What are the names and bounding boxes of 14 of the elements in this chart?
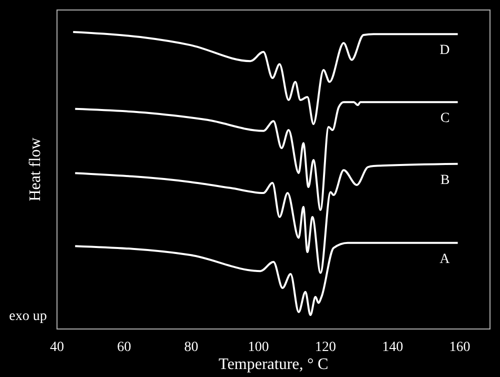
- x-tick-label: 160: [449, 340, 470, 355]
- y-axis-title: Heat flow: [27, 137, 44, 202]
- text: exo up: [9, 309, 47, 324]
- series-label: D: [440, 43, 450, 58]
- x-tick-label: 80: [184, 340, 198, 355]
- x-tick-label: 140: [382, 340, 404, 355]
- x-tick-label: 40: [50, 340, 64, 355]
- series-label: C: [440, 111, 450, 126]
- series-label: A: [440, 252, 451, 267]
- series-label: B: [440, 172, 450, 188]
- x-tick-label: 120: [315, 340, 336, 355]
- x-axis-title: Temperature, ° C: [218, 356, 328, 373]
- x-tick-label: 100: [248, 340, 269, 355]
- x-tick-label: 60: [117, 340, 132, 355]
